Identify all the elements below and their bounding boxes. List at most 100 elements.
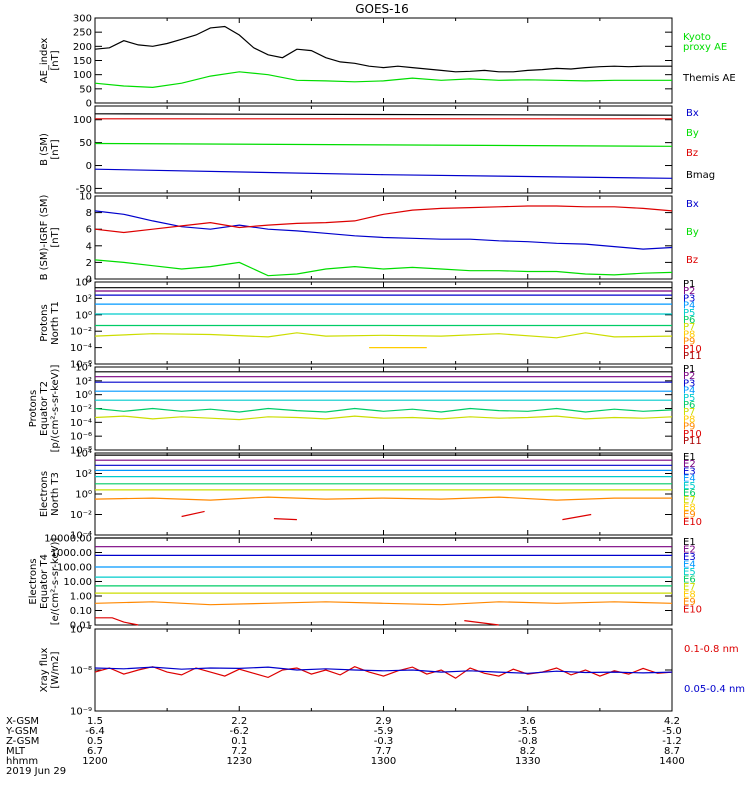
x-row-value: 1200 xyxy=(82,756,107,767)
y-tick-label: 10⁻⁹ xyxy=(70,707,92,718)
legend-entry: Themis AE xyxy=(682,73,736,84)
panel-xray: 10⁻⁹ 10⁻⁸ 10⁻⁷ Xray flux [W/m2] 0.1-0.8 nm 0.0… xyxy=(39,625,745,718)
series-e10 xyxy=(95,617,139,626)
x-row-value: -5.5 xyxy=(518,726,538,737)
legend-entry: P3 xyxy=(683,378,695,389)
y-axis-label: North T1 xyxy=(50,301,61,345)
x-row-label: MLT xyxy=(6,746,26,757)
y-axis-label: B (SM)-IGRF (SM) xyxy=(39,195,50,281)
y-tick-label: 8 xyxy=(86,208,92,219)
x-row-value: 7.2 xyxy=(231,746,247,757)
y-tick-label: 50 xyxy=(79,84,92,95)
y-axis-label: Protons xyxy=(39,304,50,341)
y-tick-label: 10⁴ xyxy=(75,449,92,460)
y-axis-label: North T3 xyxy=(50,472,61,516)
panel-pe: 10⁻⁸ 10⁻⁶ 10⁻⁴ 10⁻² 10⁰ 10² 10⁴ Protons Equator … xyxy=(28,363,702,457)
y-tick-label: 10² xyxy=(75,469,92,480)
series-kyoto xyxy=(94,71,672,89)
y-tick-label: 250 xyxy=(73,28,92,39)
legend-entry: P8 xyxy=(683,329,695,340)
legend-entry: E1 xyxy=(683,537,696,548)
x-row-value: 1300 xyxy=(371,756,396,767)
x-row-value: 1400 xyxy=(659,756,684,767)
y-tick-label: 10⁻⁶ xyxy=(70,432,92,443)
y-tick-label: 10⁰ xyxy=(75,490,92,501)
legend-entry: P6 xyxy=(683,400,695,411)
series-themis-ae xyxy=(94,25,672,73)
y-tick-label: 10⁻⁷ xyxy=(70,625,92,636)
legend-entry: P9 xyxy=(683,337,695,348)
series-e8 xyxy=(94,496,672,501)
series-p7 xyxy=(94,332,673,339)
series-0-05-0-4-nm xyxy=(94,666,673,674)
y-tick-label: 0.01 xyxy=(70,621,92,632)
y-tick-label: 10000.00 xyxy=(44,534,92,545)
x-row-value: 8.7 xyxy=(664,746,680,757)
x-row-value: -5.9 xyxy=(374,726,394,737)
series-by xyxy=(94,259,673,277)
x-row-value: 6.7 xyxy=(87,746,103,757)
y-tick-label: 10⁻² xyxy=(70,327,92,338)
y-tick-label: 100.00 xyxy=(57,563,92,574)
panel-ae: 0 50 100 150 200 250 300 AE_index [nT] Kyotoproxy… xyxy=(39,14,736,110)
y-tick-label: 10⁻² xyxy=(70,404,92,415)
legend-entry: P4 xyxy=(683,301,695,312)
x-row-value: -5.0 xyxy=(662,726,682,737)
y-tick-label: 10⁻⁴ xyxy=(70,531,92,542)
y-tick-label: 10⁻⁸ xyxy=(70,666,92,677)
x-row-value: 1.5 xyxy=(87,716,103,727)
x-row-label: Y-GSM xyxy=(5,726,38,737)
series-p7 xyxy=(94,415,673,421)
y-tick-label: 10² xyxy=(75,294,92,305)
y-axis-label: [nT] xyxy=(50,139,61,159)
legend-entry: Bmag xyxy=(686,170,715,181)
x-row-value: 2.2 xyxy=(231,716,247,727)
series-e10 xyxy=(181,510,205,518)
y-axis-label: Protons xyxy=(28,390,39,427)
y-tick-label: 200 xyxy=(73,42,92,53)
legend-entry: P5 xyxy=(683,308,695,319)
legend-entry: E10 xyxy=(683,517,702,528)
legend-entry: E2 xyxy=(683,545,696,556)
legend-entry: Bx xyxy=(686,199,699,210)
y-tick-label: 0.10 xyxy=(70,606,92,617)
panel-bdiff: 0 2 4 6 8 10 B (SM)-IGRF (SM) [nT] Bx By Bz xyxy=(39,192,699,286)
y-tick-label: 10⁻² xyxy=(70,510,92,521)
series-bx xyxy=(94,168,673,179)
y-axis-label: Electrons xyxy=(28,558,39,604)
y-axis-label: Xray flux xyxy=(39,648,50,693)
series-e8 xyxy=(94,601,673,606)
legend-entry: E6 xyxy=(683,575,696,586)
panel-frame xyxy=(94,281,673,365)
series-e10b xyxy=(464,620,499,626)
y-axis-label: AE_index xyxy=(39,38,50,84)
series-e10b xyxy=(273,518,297,521)
y-axis-label: [p/(cm²-s-sr-keV)] xyxy=(50,365,61,453)
legend-entry: Bz xyxy=(686,255,698,266)
y-tick-label: 150 xyxy=(73,56,92,67)
legend-entry: E4 xyxy=(683,560,696,571)
legend-entry: E8 xyxy=(683,590,696,601)
y-axis-label: B (SM) xyxy=(39,133,50,166)
chart-title: GOES-16 xyxy=(355,2,409,16)
y-tick-label: 50 xyxy=(79,138,92,149)
y-tick-label: 10⁰ xyxy=(75,310,92,321)
legend-entry: P1 xyxy=(683,364,695,375)
legend-entry: By xyxy=(686,227,699,238)
legend-entry: E1 xyxy=(683,452,696,463)
legend-entry: By xyxy=(686,128,699,139)
x-row-label: X-GSM xyxy=(6,716,39,727)
legend-entry: P6 xyxy=(683,315,695,326)
legend-entry: E5 xyxy=(683,481,696,492)
legend-entry: P8 xyxy=(683,414,695,425)
panel-frame xyxy=(94,537,673,626)
x-row-value: 1330 xyxy=(515,756,540,767)
legend-entry: E4 xyxy=(683,474,696,485)
y-axis-label: Equator T2 xyxy=(39,381,50,436)
panel-ee: 0.01 0.10 1.00 10.00 100.00 1000.00 10000.00 El… xyxy=(28,534,702,632)
x-row-label: hhmm xyxy=(6,756,38,767)
x-row-value: 4.2 xyxy=(664,716,680,727)
legend-entry: P11 xyxy=(683,436,702,447)
